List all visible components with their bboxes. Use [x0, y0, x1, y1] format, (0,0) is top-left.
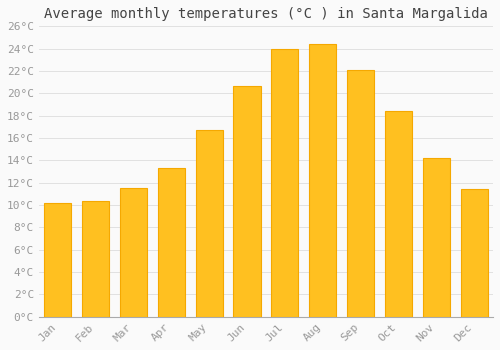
Bar	[460, 189, 488, 317]
Bar	[347, 70, 374, 317]
Title: Average monthly temperatures (°C ) in Santa Margalida: Average monthly temperatures (°C ) in Sa…	[44, 7, 488, 21]
Bar	[234, 85, 260, 317]
Bar	[385, 111, 412, 317]
Bar	[120, 188, 147, 317]
Bar	[309, 44, 336, 317]
Bar	[271, 49, 298, 317]
Bar	[196, 130, 223, 317]
Bar	[158, 168, 185, 317]
Bar	[82, 201, 109, 317]
Bar	[422, 158, 450, 317]
Bar	[44, 203, 72, 317]
